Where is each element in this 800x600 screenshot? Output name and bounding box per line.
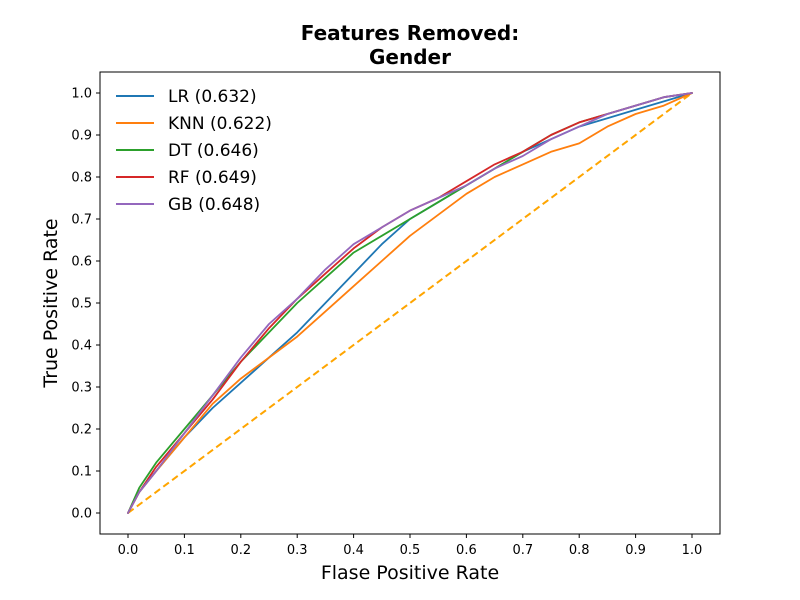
legend-label-1: LR (0.632) — [168, 87, 257, 107]
y-tick-label: 1.0 — [71, 87, 92, 102]
plot-frame — [99, 71, 721, 535]
x-tick-label: 0.4 — [343, 543, 364, 558]
x-tick-label: 0.8 — [569, 543, 590, 558]
y-tick-label: 0.4 — [71, 339, 92, 354]
y-tick-label: 0.2 — [71, 423, 92, 438]
series-line-2 — [127, 92, 693, 514]
y-tick-label: 0.0 — [71, 507, 92, 522]
y-tick-label: 0.8 — [71, 171, 92, 186]
legend-label-4: RF (0.649) — [168, 168, 257, 188]
y-tick-label: 0.1 — [71, 465, 92, 480]
legend-label-3: DT (0.646) — [168, 141, 259, 161]
y-tick-label: 0.5 — [71, 297, 92, 312]
y-axis-label: True Positive Rate — [40, 218, 62, 388]
x-tick-label: 0.7 — [512, 543, 533, 558]
chart-title-line-2: Gender — [369, 45, 451, 69]
x-tick-label: 0.6 — [456, 543, 477, 558]
x-tick-label: 1.0 — [682, 543, 703, 558]
reference-line — [127, 92, 693, 514]
y-tick-label: 0.7 — [71, 213, 92, 228]
series-line-1 — [127, 92, 693, 514]
series-line-5 — [127, 92, 693, 514]
plot-area — [127, 92, 693, 514]
x-tick-label: 0.3 — [287, 543, 308, 558]
legend-label-5: GB (0.648) — [168, 195, 260, 215]
x-tick-label: 0.2 — [230, 543, 251, 558]
legend-label-2: KNN (0.622) — [168, 114, 272, 134]
x-tick-label: 0.9 — [625, 543, 646, 558]
x-tick-label: 0.1 — [174, 543, 195, 558]
x-tick-label: 0.0 — [118, 543, 139, 558]
chart-title-line-1: Features Removed: — [301, 21, 519, 45]
x-tick-label: 0.5 — [400, 543, 421, 558]
axis-ticks: 0.0 0.1 0.2 0.3 0.4 0.5 0.6 0.7 0.8 0.9 1.0 0.0 0.1 0… — [71, 87, 702, 559]
x-axis-label: Flase Positive Rate — [321, 562, 499, 584]
legend: LR (0.632) KNN (0.622) DT (0.646) RF (0.649… — [116, 87, 272, 215]
y-tick-label: 0.6 — [71, 255, 92, 270]
y-tick-label: 0.9 — [71, 129, 92, 144]
y-tick-label: 0.3 — [71, 381, 92, 396]
